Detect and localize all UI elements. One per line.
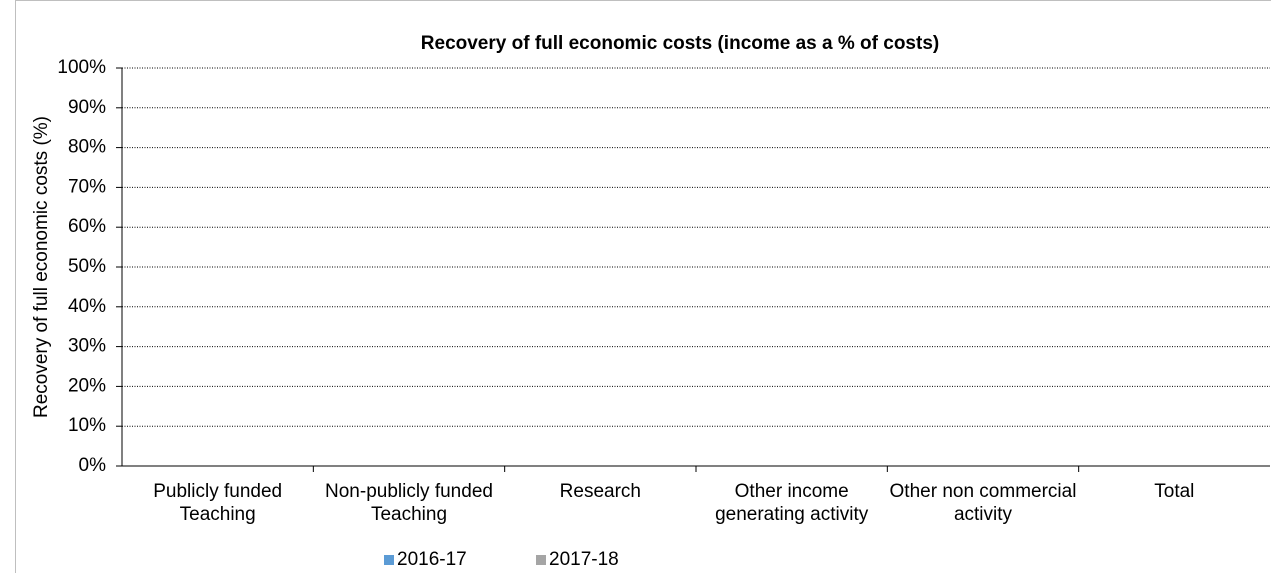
y-tick-label: 0% (79, 455, 107, 476)
y-tick-label: 70% (68, 176, 106, 197)
y-tick-label: 20% (68, 375, 106, 396)
x-tick-label: Total (1154, 481, 1195, 502)
x-tick-label: Publicly funded Teaching (153, 481, 283, 525)
x-tick-label: Non-publicly funded Teaching (325, 481, 493, 525)
x-tick-label: Other non commercial activity (889, 481, 1077, 525)
y-tick-label: 30% (68, 336, 106, 357)
legend-swatch (384, 555, 394, 565)
y-tick-label: 90% (68, 97, 106, 118)
y-tick-label: 50% (68, 256, 106, 277)
chart-frame (15, 0, 1271, 573)
y-tick-label: 40% (68, 296, 106, 317)
chart-title: Recovery of full economic costs (income … (421, 33, 939, 54)
y-axis-title: Recovery of full economic costs (%) (31, 116, 52, 418)
y-tick-label: 100% (57, 57, 106, 78)
legend-label: 2016-17 (397, 549, 467, 570)
x-tick-label: Research (559, 481, 641, 502)
legend-label: 2017-18 (549, 549, 619, 570)
y-tick-label: 60% (68, 216, 106, 237)
legend-swatch (536, 555, 546, 565)
x-tick-label: Other income generating activity (715, 481, 869, 525)
y-tick-label: 10% (68, 415, 106, 436)
y-tick-label: 80% (68, 137, 106, 158)
